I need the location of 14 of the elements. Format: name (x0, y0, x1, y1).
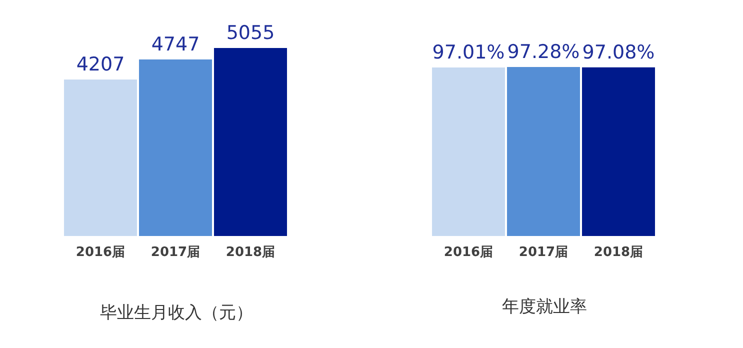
x-tick-label: 2017届 (150, 245, 200, 260)
data-label: 5055 (226, 22, 275, 44)
x-axis-title: 毕业生月收入（元） (100, 303, 253, 323)
data-label: 97.08% (582, 41, 655, 64)
x-tick-label: 2016届 (76, 245, 126, 260)
data-label: 97.28% (507, 41, 580, 63)
data-label: 97.01% (432, 41, 505, 64)
x-tick-label: 2018届 (594, 245, 644, 260)
x-tick-label: 2016届 (444, 245, 494, 260)
x-tick-label: 2018届 (226, 245, 276, 260)
data-label: 4747 (151, 33, 200, 56)
data-label: 4207 (76, 54, 125, 76)
x-axis-title: 年度就业率 (502, 297, 587, 317)
x-tick-label: 2017届 (518, 245, 568, 260)
